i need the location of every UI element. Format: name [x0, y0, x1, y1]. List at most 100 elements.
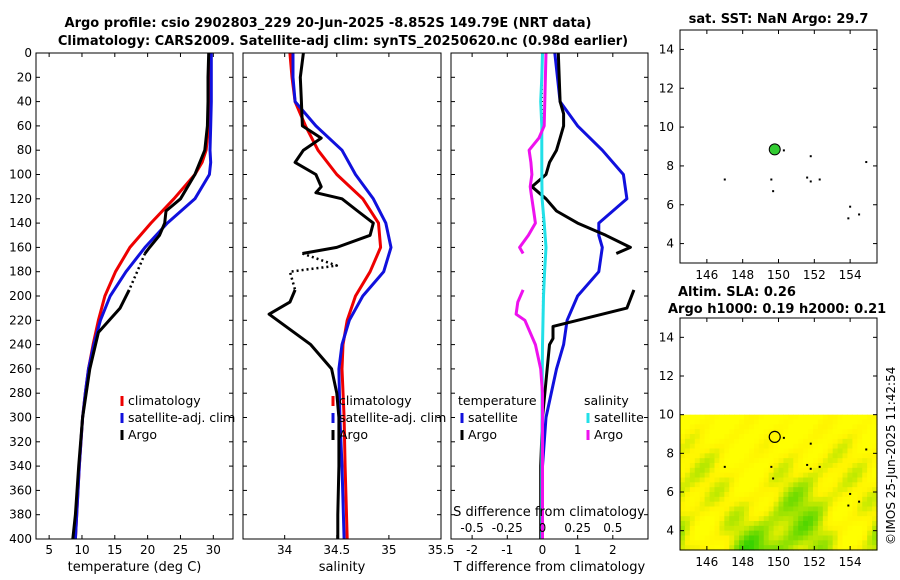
sla-map-cell [739, 516, 745, 522]
sla-map-cell [847, 511, 853, 517]
sla-map-cell [808, 419, 814, 425]
sla-map-cell [739, 525, 745, 532]
sla-map-cell [857, 482, 863, 488]
sla-map-cell [778, 492, 785, 498]
sla-map-cell [798, 434, 804, 440]
sla-map-cell [812, 487, 819, 493]
sla-map-cell [812, 525, 819, 532]
sla-map-cell [694, 467, 701, 474]
sla-map-cell [793, 530, 799, 537]
sla-map-cell [694, 429, 701, 435]
sla-map-cell [808, 414, 814, 421]
sla-map-cell [798, 419, 804, 425]
sla-map-land-point [772, 477, 775, 480]
sla-map-cell [852, 492, 858, 498]
sla-map-cell [704, 516, 711, 522]
sla-map-cell [753, 467, 760, 474]
sla-map-cell [753, 540, 760, 546]
sla-map-cell [704, 467, 711, 474]
sla-map-cell [768, 530, 775, 537]
sla-map-cell [793, 429, 799, 435]
sla-map-cell [748, 434, 755, 440]
sla-map-cell [684, 467, 691, 474]
sla-map-cell [867, 516, 873, 522]
sla-map-cell [719, 511, 725, 517]
sla-map-land-point [723, 465, 726, 468]
temperature-ytick-label: 260 [9, 362, 32, 376]
sla-map-cell [763, 545, 770, 551]
sla-map-cell [694, 496, 701, 503]
sla-map-cell [847, 516, 853, 522]
sla-map-cell [748, 429, 755, 435]
sla-map-cell [684, 482, 691, 488]
sla-map-xtick-label: 150 [767, 555, 790, 569]
sla-map-cell [867, 434, 873, 440]
sla-map-cell [684, 434, 691, 440]
sla-map-cell [748, 511, 755, 517]
sla-map-cell [689, 472, 696, 479]
sla-map-cell [753, 429, 760, 435]
sla-map-cell [783, 463, 789, 469]
sla-map-land-point [809, 442, 812, 445]
sla-map-cell [827, 419, 834, 425]
difference-legend-s-argo: Argo [594, 427, 623, 442]
sla-map-ytick-label: 6 [666, 485, 674, 499]
sla-map-cell [847, 453, 853, 459]
salinity-series-argo-deep [267, 289, 341, 539]
sla-map-cell [773, 506, 780, 512]
sla-map-cell [758, 458, 765, 464]
salinity-xtick-label: 35 [381, 543, 396, 557]
sla-map-cell [867, 511, 873, 517]
sla-map-cell [714, 501, 720, 508]
sla-map-cell [783, 472, 789, 479]
sla-map-cell [758, 506, 765, 512]
sla-map-cell [734, 535, 740, 541]
sla-map-cell [857, 458, 863, 464]
sla-map-cell [867, 463, 873, 469]
sla-map-cell [872, 487, 878, 493]
sla-map-cell [803, 482, 809, 488]
sla-map-cell [763, 516, 770, 522]
sla-map-cell [852, 463, 858, 469]
sla-map-cell [753, 501, 760, 508]
sla-map-cell [867, 458, 873, 464]
sla-map-cell [689, 429, 696, 435]
sla-map-cell [798, 535, 804, 541]
sla-map-cell [803, 496, 809, 503]
sla-map-cell [803, 506, 809, 512]
sla-map-cell [808, 443, 814, 450]
sla-map-cell [744, 516, 750, 522]
sla-map-cell [694, 424, 701, 430]
sla-map-cell [867, 501, 873, 508]
sst-map-xtick-label: 146 [695, 268, 718, 282]
sla-map-cell [739, 496, 745, 503]
sla-map-cell [734, 434, 740, 440]
sla-map-cell [744, 443, 750, 450]
sla-map-cell [758, 540, 765, 546]
sla-map-cell [842, 424, 849, 430]
difference-legend-t-argo: Argo [468, 427, 497, 442]
sla-map-cell [768, 525, 775, 532]
sla-map-cell [847, 424, 853, 430]
sla-map-cell [847, 482, 853, 488]
sla-map-cell [808, 501, 814, 508]
sla-map-cell [724, 438, 730, 445]
temperature-ytick-label: 360 [9, 483, 32, 497]
sla-map-cell [729, 521, 735, 527]
sla-map-cell [758, 482, 765, 488]
sla-map-cell [798, 477, 804, 483]
temperature-ytick-label: 240 [9, 338, 32, 352]
sla-map-cell [768, 511, 775, 517]
sla-map-cell [684, 419, 691, 425]
sla-map-cell [684, 448, 691, 454]
sst-map-land-point [806, 176, 809, 179]
sla-map-cell [862, 453, 868, 459]
sla-map-cell [857, 511, 863, 517]
sla-map-cell [744, 434, 750, 440]
sla-map-cell [704, 482, 711, 488]
sla-map-cell [803, 443, 809, 450]
sla-map-cell [862, 511, 868, 517]
sla-map-land-point [847, 504, 850, 507]
salinity-frame [242, 52, 442, 540]
